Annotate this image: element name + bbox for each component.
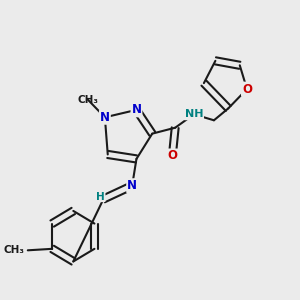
Text: CH₃: CH₃ (77, 95, 98, 105)
Text: O: O (242, 82, 252, 96)
Text: H: H (96, 192, 105, 202)
Text: N: N (127, 179, 137, 192)
Text: CH₃: CH₃ (4, 245, 25, 255)
Text: O: O (167, 149, 177, 162)
Text: NH: NH (184, 109, 203, 119)
Text: N: N (100, 111, 110, 124)
Text: N: N (131, 103, 142, 116)
